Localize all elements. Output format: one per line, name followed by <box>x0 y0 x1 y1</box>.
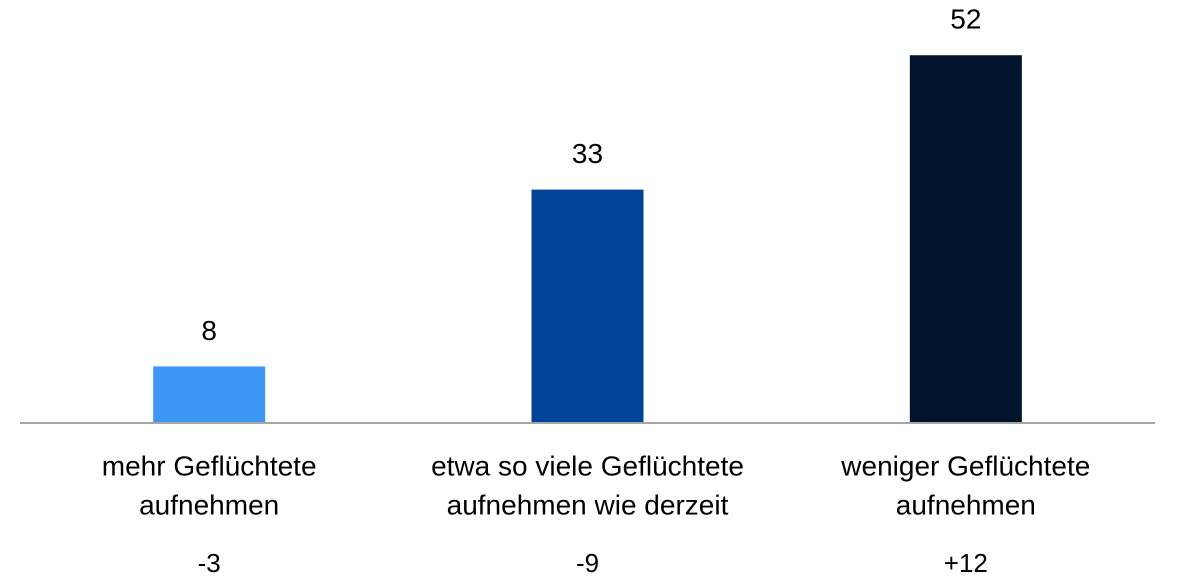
x-tick-label: mehr Geflüchtete <box>102 450 317 481</box>
annotation: -3 <box>198 548 221 578</box>
value-label: 52 <box>950 4 981 35</box>
value-label: 33 <box>572 138 603 169</box>
x-tick-label: aufnehmen <box>896 489 1036 520</box>
bar <box>153 366 266 423</box>
value-label: 8 <box>201 315 217 346</box>
bar <box>531 189 644 423</box>
x-tick-label: weniger Geflüchtete <box>840 450 1090 481</box>
x-tick-label: etwa so viele Geflüchtete <box>431 450 744 481</box>
annotation: +12 <box>944 548 988 578</box>
x-tick-label: aufnehmen <box>139 489 279 520</box>
x-tick-label: aufnehmen wie derzeit <box>447 489 729 520</box>
bar <box>909 55 1022 424</box>
annotation: -9 <box>576 548 599 578</box>
